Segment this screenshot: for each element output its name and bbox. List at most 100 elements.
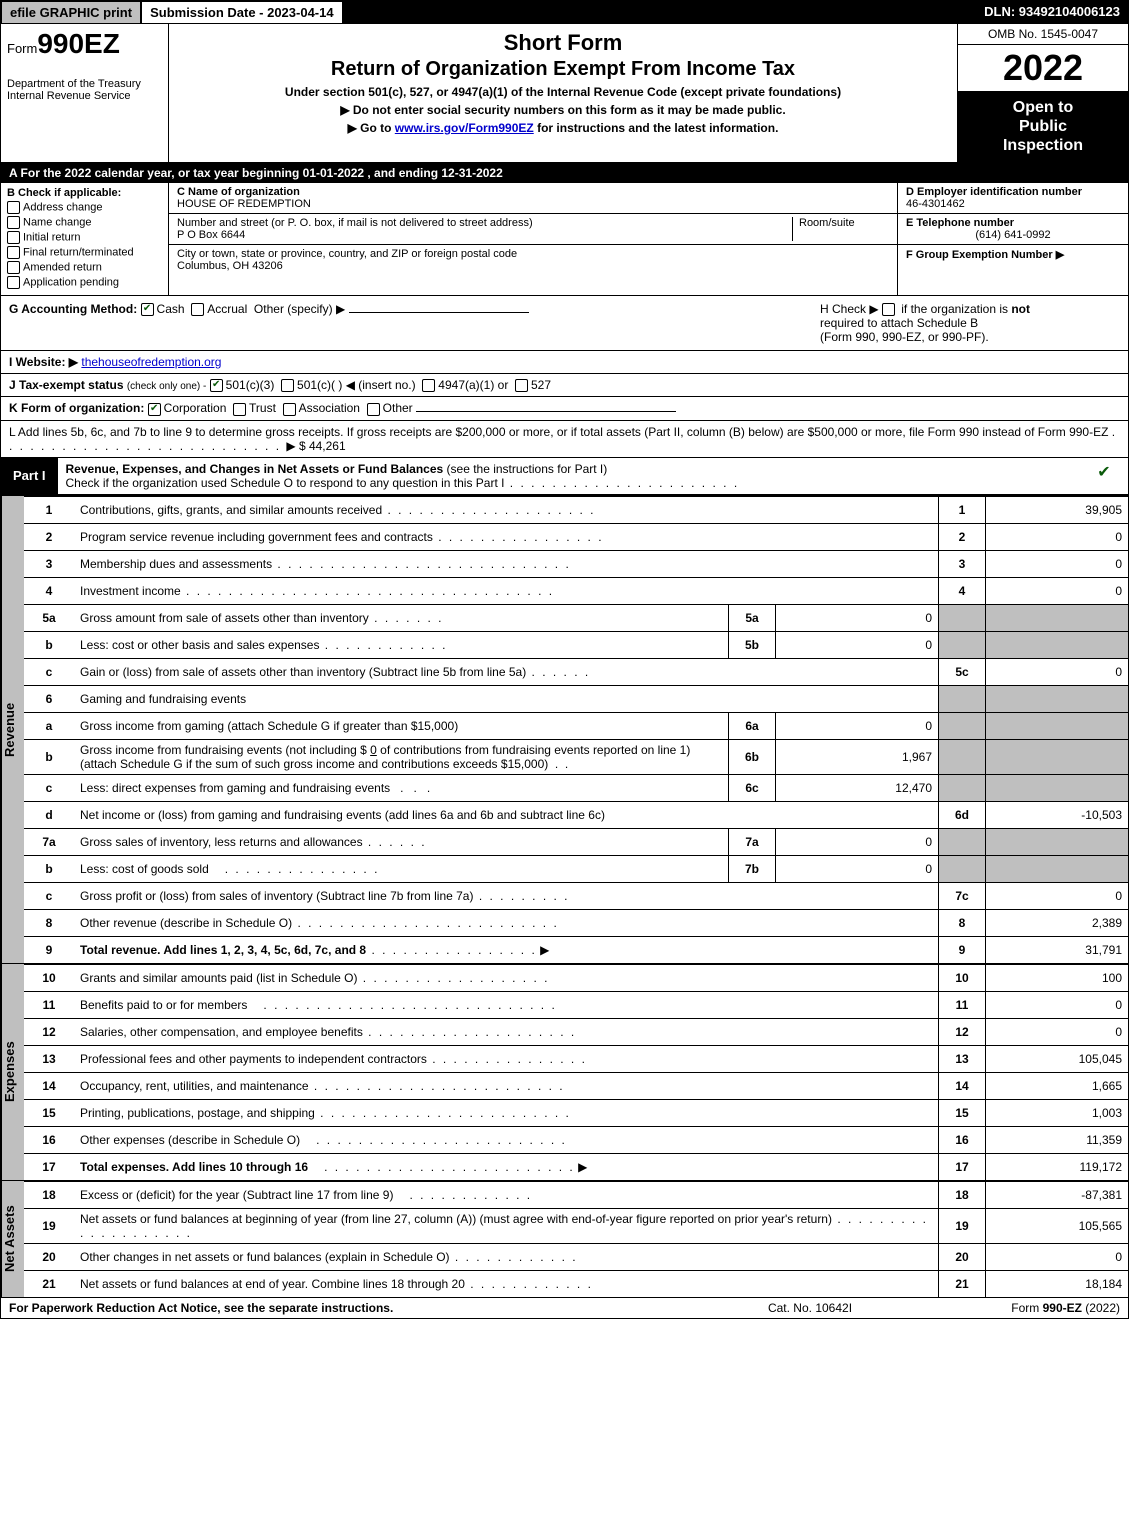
org-name-row: C Name of organization HOUSE OF REDEMPTI…	[169, 183, 897, 214]
chk-association[interactable]	[283, 403, 296, 416]
k-label: K Form of organization:	[9, 401, 144, 415]
chk-label: Final return/terminated	[23, 246, 134, 258]
other-org-input[interactable]	[416, 411, 676, 412]
line-right-val: 31,791	[986, 936, 1129, 963]
line-15: 15 Printing, publications, postage, and …	[24, 1099, 1128, 1126]
l-amount: ▶ $ 44,261	[286, 439, 345, 453]
line-sub-num: 6a	[729, 712, 776, 739]
ein-value: 46-4301462	[906, 198, 1120, 210]
chk-address-change[interactable]: Address change	[7, 201, 162, 214]
line-desc: Other changes in net assets or fund bala…	[80, 1250, 450, 1264]
row-a-tax-year: A For the 2022 calendar year, or tax yea…	[1, 163, 1128, 183]
city-value: Columbus, OH 43206	[177, 260, 889, 272]
form-ref-post: (2022)	[1082, 1301, 1120, 1315]
row-j: J Tax-exempt status (check only one) - 5…	[1, 374, 1128, 397]
line-num: c	[24, 882, 74, 909]
line-num: 16	[24, 1126, 74, 1153]
shade-cell	[939, 685, 986, 712]
expenses-section: Expenses 10 Grants and similar amounts p…	[1, 963, 1128, 1180]
line-num: b	[24, 855, 74, 882]
j-label: J Tax-exempt status	[9, 378, 124, 392]
chk-final-return[interactable]: Final return/terminated	[7, 246, 162, 259]
room-suite-label: Room/suite	[792, 217, 889, 241]
open-public-inspection: Open to Public Inspection	[958, 92, 1128, 162]
expenses-table: 10 Grants and similar amounts paid (list…	[24, 964, 1128, 1180]
line-desc: Gross sales of inventory, less returns a…	[80, 835, 363, 849]
chk-trust[interactable]	[233, 403, 246, 416]
chk-4947a1[interactable]	[422, 379, 435, 392]
revenue-section: Revenue 1 Contributions, gifts, grants, …	[1, 495, 1128, 963]
opt-association: Association	[299, 401, 360, 415]
tax-year: 2022	[958, 45, 1128, 92]
line-num: 8	[24, 909, 74, 936]
line-sub-num: 5a	[729, 604, 776, 631]
shade-cell	[939, 631, 986, 658]
line-right-val: 119,172	[986, 1153, 1129, 1180]
line-right-val: 0	[986, 991, 1129, 1018]
chk-initial-return[interactable]: Initial return	[7, 231, 162, 244]
part1-title-rest: (see the instructions for Part I)	[443, 462, 607, 476]
net-assets-side-label: Net Assets	[1, 1181, 24, 1297]
line-desc: Printing, publications, postage, and shi…	[80, 1106, 315, 1120]
omb-number: OMB No. 1545-0047	[958, 24, 1128, 45]
line-sub-num: 6b	[729, 739, 776, 774]
line-5b: b Less: cost or other basis and sales ex…	[24, 631, 1128, 658]
line-right-num: 6d	[939, 801, 986, 828]
chk-schedule-b-not-required[interactable]	[882, 303, 895, 316]
header-left: Form990EZ Department of the Treasury Int…	[1, 24, 169, 162]
line-14: 14 Occupancy, rent, utilities, and maint…	[24, 1072, 1128, 1099]
line-num: 6	[24, 685, 74, 712]
line-right-num: 18	[939, 1181, 986, 1208]
line-sub-num: 5b	[729, 631, 776, 658]
line-desc: Gaming and fundraising events	[74, 685, 939, 712]
line-desc: Gross profit or (loss) from sales of inv…	[80, 889, 473, 903]
h-not: not	[1011, 302, 1030, 316]
chk-amended-return[interactable]: Amended return	[7, 261, 162, 274]
line-num: b	[24, 631, 74, 658]
line-num: 17	[24, 1153, 74, 1180]
line-num: 14	[24, 1072, 74, 1099]
line-num: 15	[24, 1099, 74, 1126]
section-b: B Check if applicable: Address change Na…	[1, 183, 169, 295]
line-num: d	[24, 801, 74, 828]
line-7a: 7a Gross sales of inventory, less return…	[24, 828, 1128, 855]
chk-application-pending[interactable]: Application pending	[7, 276, 162, 289]
chk-corporation[interactable]	[148, 403, 161, 416]
line-num: 2	[24, 523, 74, 550]
opt-501c3: 501(c)(3)	[226, 378, 275, 392]
shade-cell	[939, 604, 986, 631]
section-def: D Employer identification number 46-4301…	[897, 183, 1128, 295]
line-6: 6 Gaming and fundraising events	[24, 685, 1128, 712]
shade-cell	[939, 739, 986, 774]
shade-cell	[986, 604, 1129, 631]
shade-cell	[986, 828, 1129, 855]
line-right-num: 21	[939, 1270, 986, 1297]
goto-post: for instructions and the latest informat…	[534, 121, 779, 135]
line-desc: Program service revenue including govern…	[80, 530, 433, 544]
irs-link[interactable]: www.irs.gov/Form990EZ	[395, 121, 534, 135]
line-right-num: 14	[939, 1072, 986, 1099]
accrual-label: Accrual	[207, 302, 247, 316]
line-6b: b Gross income from fundraising events (…	[24, 739, 1128, 774]
part1-header: Part I Revenue, Expenses, and Changes in…	[1, 458, 1128, 495]
open-line3: Inspection	[962, 136, 1124, 155]
info-grid: B Check if applicable: Address change Na…	[1, 183, 1128, 296]
chk-accrual[interactable]	[191, 303, 204, 316]
line-num: a	[24, 712, 74, 739]
website-link[interactable]: thehouseofredemption.org	[81, 355, 221, 369]
chk-527[interactable]	[515, 379, 528, 392]
chk-cash[interactable]	[141, 303, 154, 316]
net-assets-section: Net Assets 18 Excess or (deficit) for th…	[1, 1180, 1128, 1297]
line-desc: Net income or (loss) from gaming and fun…	[74, 801, 939, 828]
opt-527: 527	[531, 378, 551, 392]
efile-print-button[interactable]: efile GRAPHIC print	[1, 1, 141, 24]
chk-501c[interactable]	[281, 379, 294, 392]
chk-other-org[interactable]	[367, 403, 380, 416]
chk-501c3[interactable]	[210, 379, 223, 392]
chk-name-change[interactable]: Name change	[7, 216, 162, 229]
phone-value: (614) 641-0992	[906, 229, 1120, 241]
part1-schedule-o-checkbox[interactable]: ✔	[1080, 458, 1128, 494]
shade-cell	[939, 828, 986, 855]
other-specify-input[interactable]	[349, 312, 529, 313]
line-right-num: 7c	[939, 882, 986, 909]
